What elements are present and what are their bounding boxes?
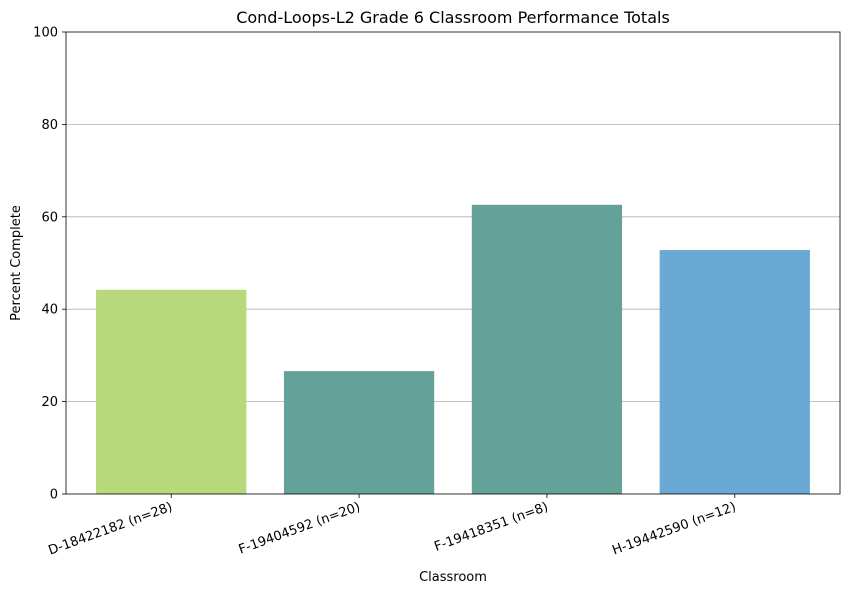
y-axis-label: Percent Complete bbox=[9, 205, 24, 321]
y-tick-label: 0 bbox=[50, 488, 58, 503]
chart-title: Cond-Loops-L2 Grade 6 Classroom Performa… bbox=[236, 8, 670, 27]
x-axis-label: Classroom bbox=[419, 570, 487, 585]
x-axis-ticks: D-18422182 (n=28) F-19404592 (n=20) F-1941… bbox=[47, 494, 738, 559]
bar bbox=[471, 204, 623, 494]
y-tick-label: 100 bbox=[33, 26, 58, 41]
y-axis-ticks: 0 20 40 60 80 100 bbox=[33, 26, 66, 503]
bar bbox=[283, 371, 435, 494]
bar bbox=[96, 289, 247, 494]
x-tick-label: F-19418351 (n=8) bbox=[432, 500, 550, 555]
x-tick-label: F-19404592 (n=20) bbox=[237, 500, 363, 558]
y-tick-label: 80 bbox=[41, 118, 58, 133]
bars bbox=[96, 204, 810, 494]
plot-frame bbox=[65, 31, 841, 495]
y-tick-label: 20 bbox=[41, 395, 58, 410]
y-tick-label: 40 bbox=[41, 303, 58, 318]
x-tick-label: H-19442590 (n=12) bbox=[610, 500, 738, 559]
x-tick-label: D-18422182 (n=28) bbox=[47, 500, 175, 559]
y-tick-label: 60 bbox=[41, 210, 58, 225]
bar bbox=[659, 250, 810, 494]
